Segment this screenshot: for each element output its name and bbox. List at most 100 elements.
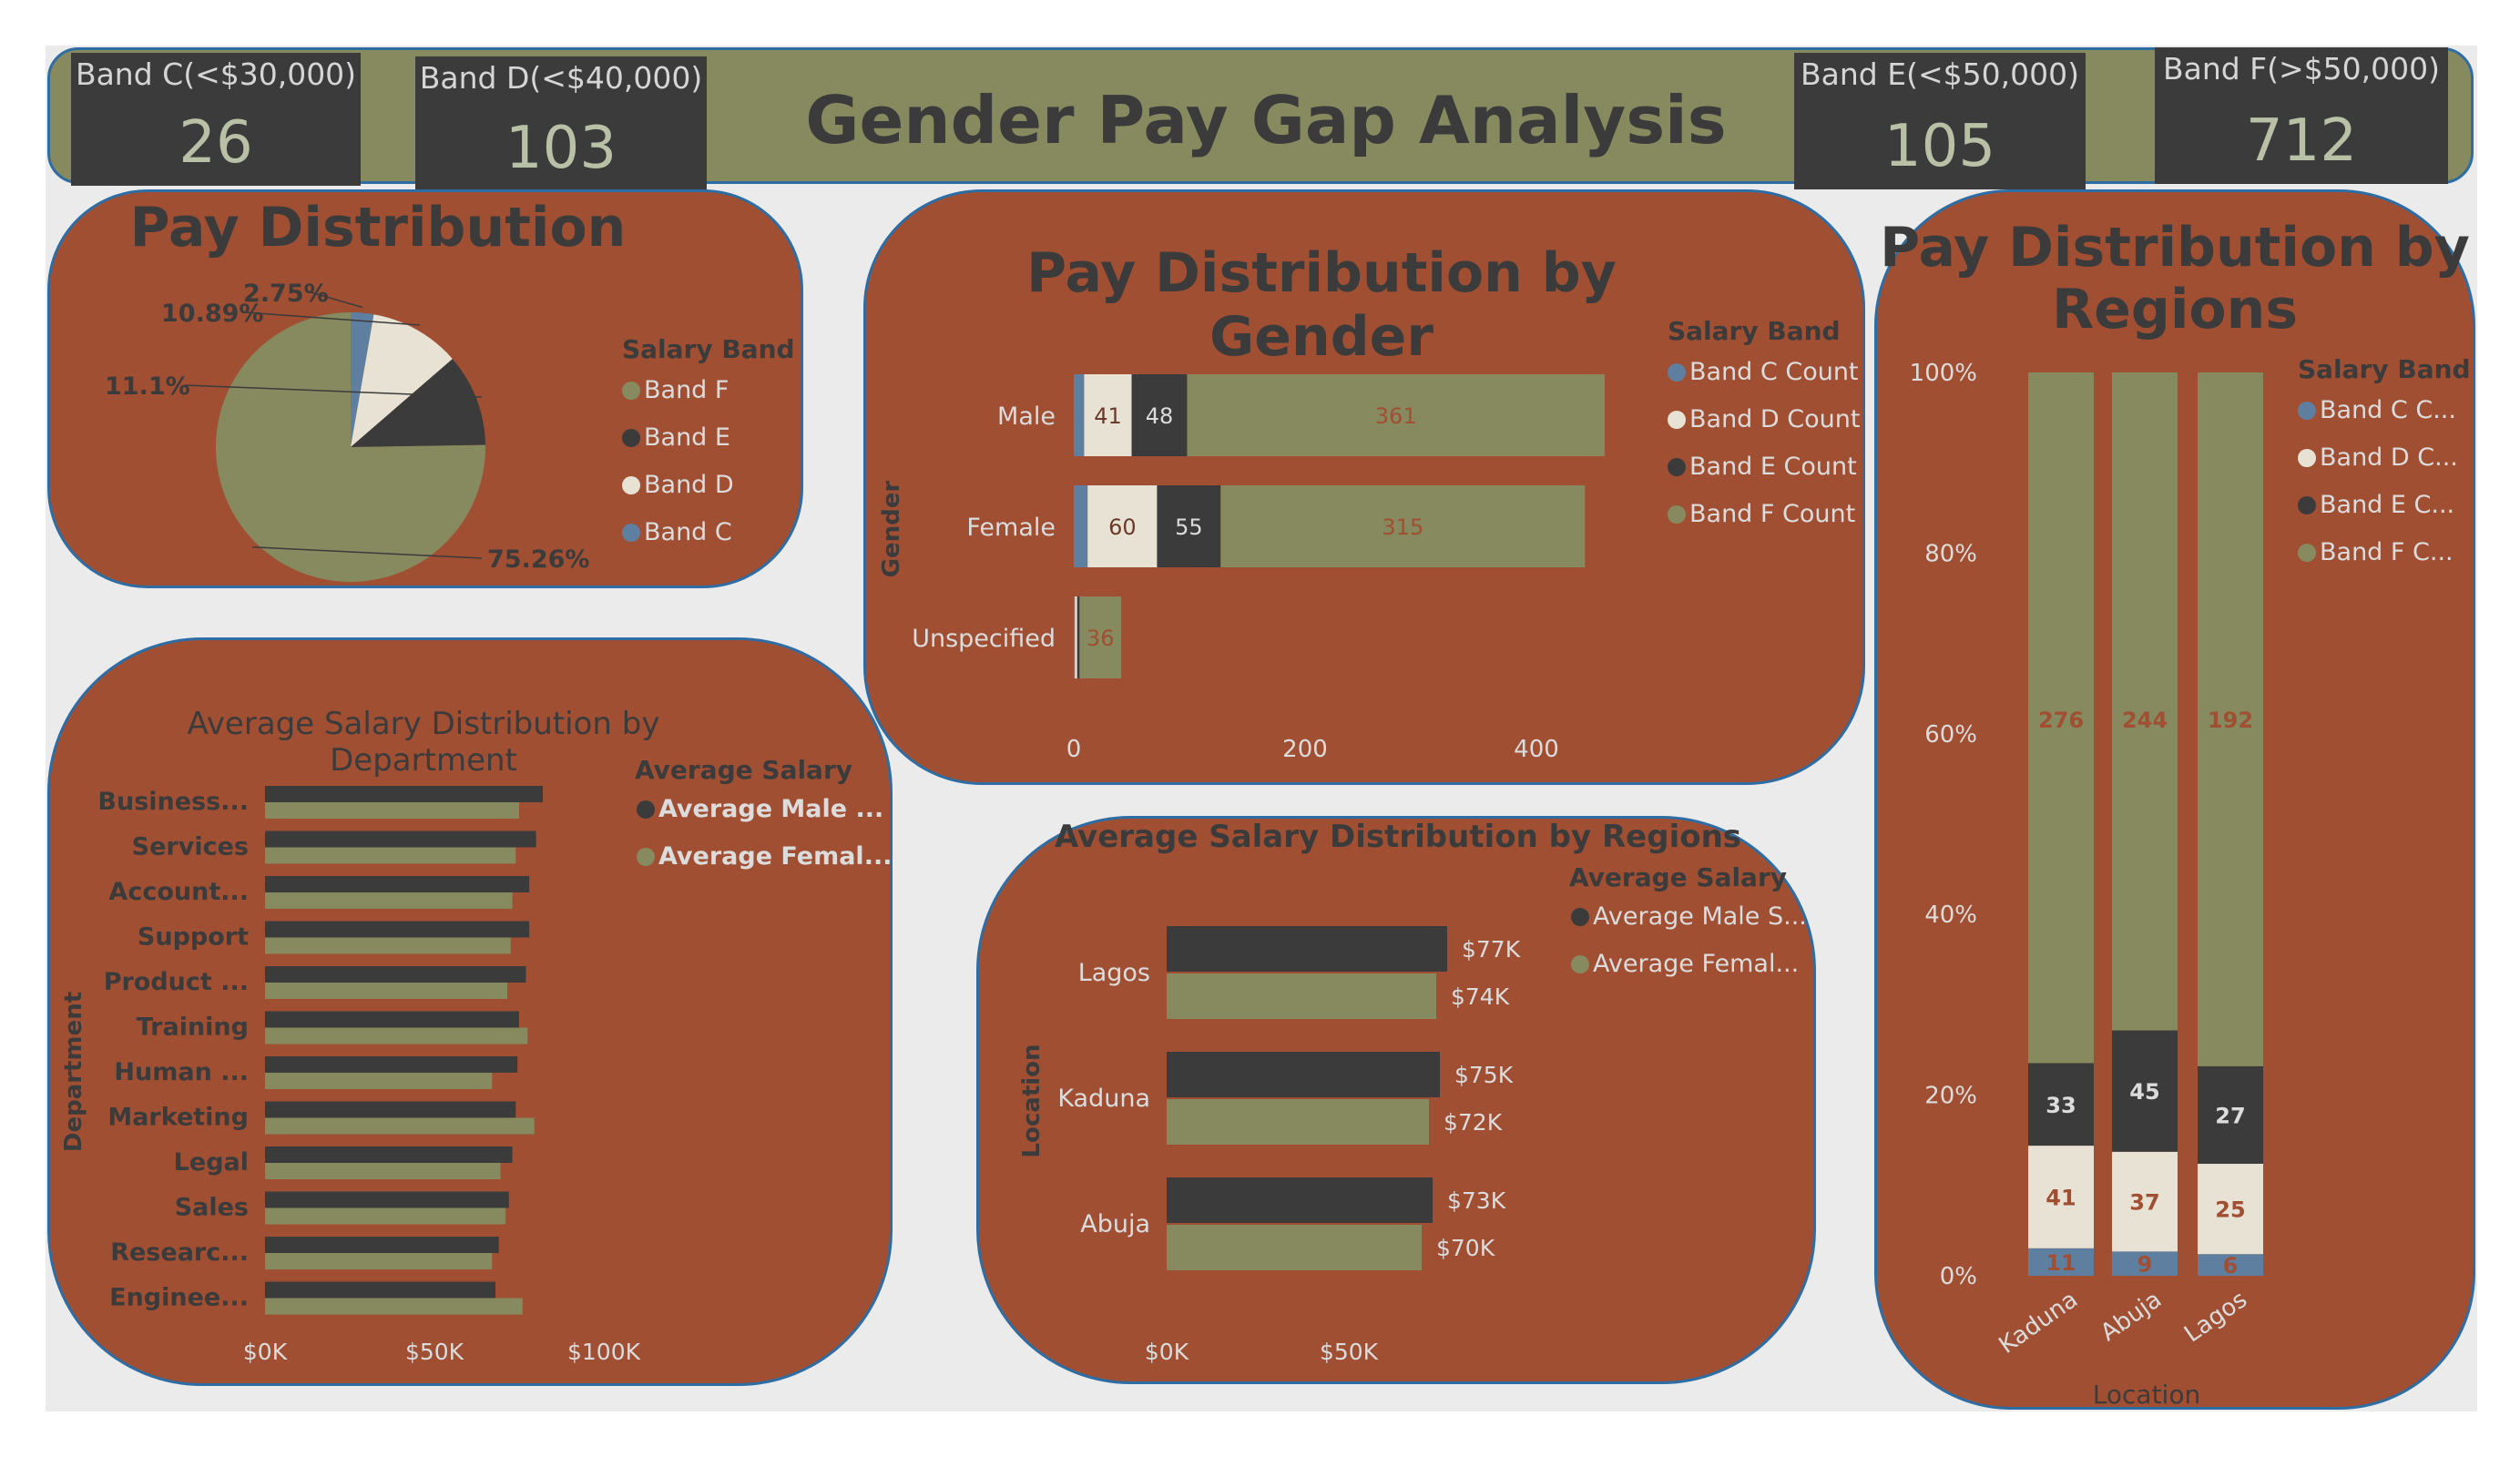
legend-dot xyxy=(1668,505,1686,524)
data-label: 276 xyxy=(2038,708,2084,733)
y-tick-label: Human ... xyxy=(114,1058,249,1086)
legend-dot xyxy=(622,429,640,447)
y-tick-label: Kaduna xyxy=(1057,1085,1150,1113)
panel-title: Average Salary Distribution by Departmen… xyxy=(187,706,660,779)
x-tick-label: Kaduna xyxy=(1995,1286,2083,1360)
x-tick-label: $0K xyxy=(243,1339,288,1365)
x-tick-label: 200 xyxy=(1282,736,1328,763)
legend-item-band-d-count[interactable]: Band D Count xyxy=(1668,405,1860,433)
kpi-value: 712 xyxy=(2245,107,2358,175)
data-label: $72K xyxy=(1444,1109,1503,1136)
bar-segment xyxy=(1074,374,1085,456)
panel-title: Pay Distribution by Gender xyxy=(1026,241,1617,369)
legend-item-band-c-count[interactable]: Band C Count xyxy=(1668,358,1859,386)
bar-segment xyxy=(1079,596,1122,678)
kpi-card-band-c: Band C(<$30,000) 26 xyxy=(71,53,361,186)
legend-title: Salary Band xyxy=(2298,354,2471,384)
legend-label: Band D Count xyxy=(1689,405,1861,433)
legend-label: Average Femal... xyxy=(658,842,893,871)
x-tick-label: $50K xyxy=(1320,1339,1379,1365)
bar-segment xyxy=(2112,1251,2178,1276)
legend-label: Average Male S... xyxy=(1593,902,1807,931)
bar-male xyxy=(265,1056,518,1073)
legend-label: Band F C... xyxy=(2320,538,2454,566)
legend-label: Band C Count xyxy=(1689,358,1859,386)
legend-label: Band D C... xyxy=(2320,443,2458,472)
legend-item-band-d[interactable]: Band D xyxy=(622,471,734,499)
legend-dot xyxy=(637,848,655,866)
department-salary-bar-chart: Department Business... Services Account... S… xyxy=(60,786,641,1365)
y-tick-label: Marketing xyxy=(107,1104,249,1132)
data-label: 315 xyxy=(1382,515,1423,540)
x-tick-label: Lagos xyxy=(2179,1286,2252,1348)
data-label: $70K xyxy=(1436,1235,1495,1261)
y-axis-title: Location xyxy=(1018,1044,1046,1157)
legend-item-avg-male[interactable]: Average Male ... xyxy=(637,795,883,823)
kpi-card-band-f: Band F(>$50,000) 712 xyxy=(2155,47,2448,184)
bar-female xyxy=(265,1117,535,1135)
legend-label: Band E xyxy=(644,423,730,452)
pie-data-label: 2.75% xyxy=(243,280,329,308)
bar-segment xyxy=(2028,1063,2094,1146)
legend-item-band-c[interactable]: Band C C... xyxy=(2298,396,2456,424)
bar-male xyxy=(265,921,530,938)
kpi-card-band-d: Band D(<$40,000) 103 xyxy=(415,56,707,191)
bar-segment xyxy=(2028,372,2094,1064)
legend-item-band-e[interactable]: Band E C... xyxy=(2298,491,2454,519)
bar-male xyxy=(1167,1177,1433,1223)
legend-item-avg-male[interactable]: Average Male S... xyxy=(1571,902,1807,931)
legend-dot xyxy=(2298,496,2316,515)
x-axis-title: Location xyxy=(2093,1380,2200,1407)
legend-dot xyxy=(2298,449,2316,467)
legend-item-band-e-count[interactable]: Band E Count xyxy=(1668,453,1857,481)
y-tick-label: 60% xyxy=(1924,721,1977,749)
bar-female xyxy=(265,1253,493,1269)
bar-male xyxy=(265,830,536,848)
data-label: 244 xyxy=(2122,708,2168,733)
legend-dot xyxy=(2298,402,2316,420)
bar-female xyxy=(265,937,511,954)
legend-item-band-e[interactable]: Band E xyxy=(622,423,730,452)
pie-chart: 75.26% 11.1% 10.89%2.75% xyxy=(105,280,589,582)
y-tick-label: Business... xyxy=(97,788,249,816)
legend-title: Average Salary xyxy=(1569,862,1788,892)
pie-data-label: 10.89% xyxy=(161,300,263,328)
legend-item-avg-female[interactable]: Average Femal... xyxy=(1571,950,1799,978)
legend-item-band-d[interactable]: Band D C... xyxy=(2298,443,2458,472)
legend-dot xyxy=(1571,955,1589,973)
gender-panel: Pay Distribution by Gender Salary Band B… xyxy=(863,189,1865,785)
y-tick-label: Researc... xyxy=(110,1238,249,1267)
legend-item-band-f-count[interactable]: Band F Count xyxy=(1668,500,1855,528)
legend-title: Salary Band xyxy=(1668,316,1841,346)
pie-data-label: 11.1% xyxy=(105,372,190,401)
data-label: $77K xyxy=(1462,936,1521,963)
data-label: 361 xyxy=(1375,403,1417,429)
data-label: 45 xyxy=(2129,1079,2159,1105)
bar-segment xyxy=(2198,1065,2263,1164)
data-label: 27 xyxy=(2215,1103,2245,1128)
legend-label: Band F Count xyxy=(1689,500,1856,528)
legend-item-band-f[interactable]: Band F C... xyxy=(2298,538,2454,566)
y-tick-label: Account... xyxy=(108,878,249,906)
bar-segment xyxy=(1220,485,1586,567)
data-label: 48 xyxy=(1146,403,1174,429)
pie-slice-band-e xyxy=(351,359,485,447)
data-label: 41 xyxy=(2046,1185,2076,1210)
bar-segment xyxy=(1076,596,1080,678)
legend-item-avg-female[interactable]: Average Femal... xyxy=(637,842,892,871)
x-tick-label: Abuja xyxy=(2096,1286,2167,1347)
bar-segment xyxy=(2028,1146,2094,1248)
legend-item-band-f[interactable]: Band F xyxy=(622,376,729,404)
page-title: Gender Pay Gap Analysis xyxy=(805,82,1727,158)
bar-female xyxy=(265,892,513,909)
legend-label: Band E C... xyxy=(2320,491,2455,519)
data-label: $75K xyxy=(1454,1062,1514,1088)
y-tick-label: 40% xyxy=(1924,902,1977,929)
gender-stacked-bar-chart: Gender Male 41 48 361 Female 60 55 315 Unspecifie… xyxy=(878,374,1605,763)
legend-dot xyxy=(1668,411,1686,429)
bar-male xyxy=(265,786,544,802)
legend-label: Band D xyxy=(644,471,734,499)
bar-segment xyxy=(2112,1030,2178,1152)
legend-title: Average Salary xyxy=(635,755,853,785)
legend-item-band-c[interactable]: Band C xyxy=(622,518,732,546)
